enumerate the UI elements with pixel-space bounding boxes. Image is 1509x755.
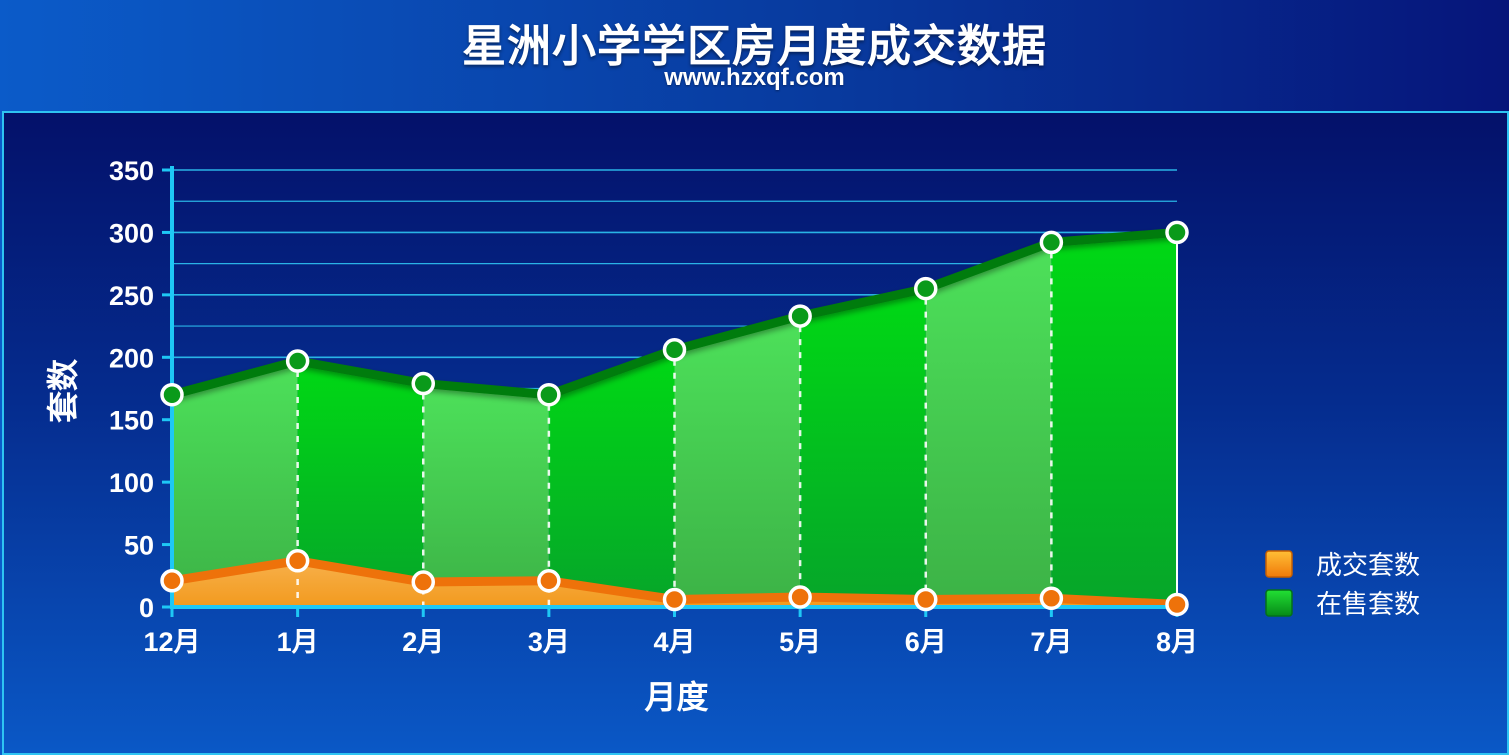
legend-label-sales: 成交套数: [1316, 551, 1420, 581]
chart-panel: 0 50 100 150 200 250 300 350 12月 1月 2月 3月 4月 5月 6月 7月 8月…: [2, 111, 1509, 755]
y-tick-label: 350: [109, 156, 154, 186]
stock-point: [160, 382, 184, 407]
legend-swatch-stock: [1265, 589, 1293, 617]
sales-point: [537, 569, 561, 593]
sales-point: [662, 587, 687, 612]
stock-area-band: [297, 361, 424, 607]
stock-point: [788, 304, 812, 328]
sales-point: [788, 585, 812, 609]
stock-point: [1165, 220, 1189, 245]
y-axis-title: 套数: [44, 358, 82, 423]
stock-point: [285, 349, 310, 373]
y-tick-label: 50: [124, 531, 154, 561]
x-tick-label: 3月: [528, 627, 570, 657]
sales-point: [1165, 592, 1189, 617]
legend-swatch-sales: [1265, 550, 1293, 578]
stock-area-band: [800, 288, 926, 607]
y-tick-label: 200: [109, 343, 154, 373]
stock-point: [1039, 230, 1064, 255]
x-tick-label: 8月: [1156, 627, 1198, 657]
stock-point: [537, 382, 561, 407]
x-tick-label: 1月: [277, 627, 319, 657]
stock-point: [914, 276, 938, 301]
stock-area-band: [674, 316, 801, 607]
stock-point: [662, 338, 687, 362]
sales-point: [160, 569, 184, 593]
series-areas: [170, 227, 1178, 609]
x-tick-label: 5月: [779, 627, 821, 657]
x-tick-label: 4月: [653, 627, 695, 657]
stock-area-band: [172, 361, 298, 607]
axis-labels: 0 50 100 150 200 250 300 350 12月 1月 2月 3月 4月 5月 6月 7月 8月…: [44, 156, 1198, 716]
y-tick-label: 0: [139, 593, 154, 623]
x-tick-label: 2月: [402, 627, 444, 657]
y-tick-label: 100: [109, 468, 154, 498]
y-tick-label: 300: [109, 218, 154, 248]
x-tick-label: 12月: [143, 627, 200, 657]
chart-subtitle: www.hzxqf.com: [664, 64, 845, 91]
sales-point: [411, 570, 435, 594]
x-tick-label: 6月: [905, 627, 947, 657]
sales-area: [172, 560, 1177, 607]
y-tick-label: 250: [109, 281, 154, 311]
y-tick-label: 150: [109, 406, 154, 436]
stock-point: [411, 371, 435, 396]
sales-point: [914, 587, 938, 612]
stock-area-band: [925, 242, 1052, 607]
chart-header: 星洲小学学区房月度成交数据 www.hzxqf.com: [0, 0, 1509, 110]
sales-point: [1039, 586, 1064, 611]
stock-area-band: [423, 383, 549, 607]
sales-point: [285, 549, 310, 573]
legend-label-stock: 在售套数: [1316, 590, 1420, 620]
stock-area-band: [1051, 232, 1177, 607]
x-tick-label: 7月: [1030, 627, 1072, 657]
chart-title: 星洲小学学区房月度成交数据: [462, 21, 1047, 72]
x-axis-title: 月度: [644, 678, 708, 716]
stock-area-band: [548, 349, 675, 607]
series-points: [160, 220, 1189, 617]
area-chart: 0 50 100 150 200 250 300 350 12月 1月 2月 3月 4月 5月 6月 7月 8月…: [44, 156, 1420, 716]
